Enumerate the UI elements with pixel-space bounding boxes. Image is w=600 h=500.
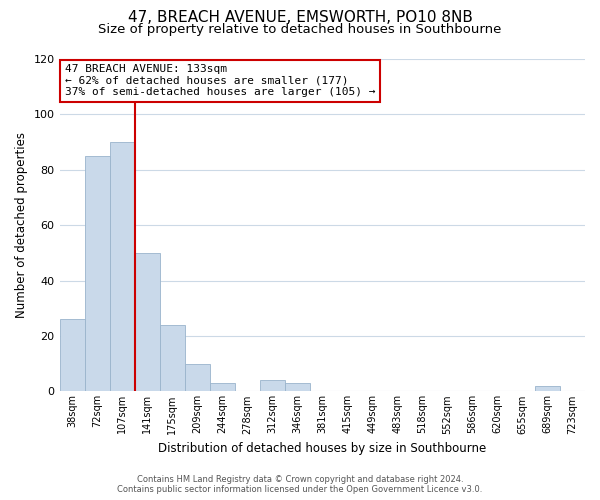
Bar xyxy=(85,156,110,392)
Bar xyxy=(160,325,185,392)
Bar xyxy=(535,386,560,392)
Y-axis label: Number of detached properties: Number of detached properties xyxy=(15,132,28,318)
Bar xyxy=(285,383,310,392)
Bar xyxy=(59,320,85,392)
Text: Size of property relative to detached houses in Southbourne: Size of property relative to detached ho… xyxy=(98,22,502,36)
Bar xyxy=(134,253,160,392)
Bar xyxy=(209,383,235,392)
Text: 47, BREACH AVENUE, EMSWORTH, PO10 8NB: 47, BREACH AVENUE, EMSWORTH, PO10 8NB xyxy=(128,10,472,25)
Text: Contains HM Land Registry data © Crown copyright and database right 2024.
Contai: Contains HM Land Registry data © Crown c… xyxy=(118,474,482,494)
Bar xyxy=(185,364,209,392)
Bar xyxy=(260,380,285,392)
Text: 47 BREACH AVENUE: 133sqm
← 62% of detached houses are smaller (177)
37% of semi-: 47 BREACH AVENUE: 133sqm ← 62% of detach… xyxy=(65,64,375,97)
Bar xyxy=(110,142,134,392)
X-axis label: Distribution of detached houses by size in Southbourne: Distribution of detached houses by size … xyxy=(158,442,487,455)
